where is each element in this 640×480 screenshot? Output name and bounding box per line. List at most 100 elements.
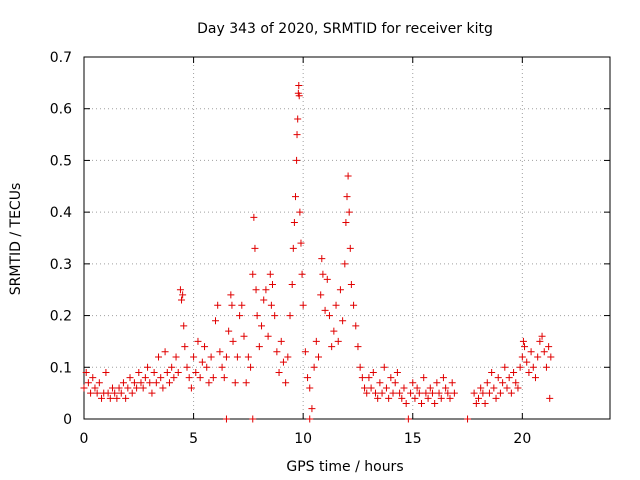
data-point — [119, 379, 127, 387]
x-tick-label: 15 — [404, 431, 422, 447]
data-point — [104, 389, 112, 397]
data-point — [98, 394, 106, 402]
data-point — [238, 301, 246, 309]
data-point — [352, 322, 360, 330]
data-point — [89, 374, 97, 382]
data-point — [317, 291, 325, 299]
data-point — [356, 363, 364, 371]
data-point — [288, 281, 296, 289]
data-point — [371, 389, 379, 397]
data-point — [344, 172, 352, 180]
data-point — [529, 363, 537, 371]
data-point — [144, 363, 152, 371]
data-point — [135, 368, 143, 376]
data-point — [475, 394, 482, 402]
data-point — [418, 399, 426, 407]
data-point — [122, 394, 130, 402]
data-point — [470, 389, 478, 397]
data-point — [304, 374, 312, 382]
data-point — [501, 363, 509, 371]
data-point — [396, 389, 404, 397]
data-point — [148, 389, 156, 397]
data-point — [209, 374, 217, 382]
data-point — [231, 379, 239, 387]
data-point — [249, 415, 257, 423]
data-point — [289, 244, 297, 252]
data-point — [228, 301, 236, 309]
y-tick-label: 0 — [63, 412, 72, 428]
x-tick-label: 0 — [80, 431, 89, 447]
data-point — [192, 368, 200, 376]
data-point — [347, 281, 355, 289]
data-point — [346, 244, 354, 252]
data-point — [180, 322, 188, 330]
data-point — [185, 374, 193, 382]
data-point — [358, 374, 366, 382]
y-tick-label: 0.6 — [50, 102, 72, 118]
data-point — [247, 363, 255, 371]
data-point — [252, 286, 260, 294]
data-point — [294, 115, 302, 123]
data-point — [363, 389, 371, 397]
data-point — [128, 389, 136, 397]
data-point — [229, 337, 237, 345]
data-point — [194, 337, 202, 345]
data-point — [293, 156, 301, 164]
data-point — [542, 363, 550, 371]
data-point — [196, 374, 204, 382]
data-point — [181, 343, 189, 351]
data-point — [295, 81, 303, 89]
data-point — [328, 343, 336, 351]
data-point — [404, 415, 412, 423]
data-point — [220, 374, 228, 382]
data-point — [297, 239, 305, 247]
y-axis-label: SRMTID / TECUs — [8, 183, 24, 296]
y-tick-label: 0.5 — [50, 153, 72, 169]
data-point — [286, 312, 294, 320]
data-point — [391, 379, 399, 387]
data-point — [334, 337, 342, 345]
data-point — [365, 374, 373, 382]
data-point — [273, 348, 281, 356]
data-point — [233, 353, 241, 361]
data-point — [378, 389, 386, 397]
data-point — [159, 384, 167, 392]
data-point — [266, 270, 274, 278]
data-point — [477, 384, 485, 392]
data-point — [178, 296, 186, 304]
chart-title: Day 343 of 2020, SRMTID for receiver kit… — [197, 21, 493, 37]
data-point — [190, 353, 198, 361]
data-point — [341, 260, 349, 268]
data-point — [82, 368, 90, 376]
y-tick-label: 0.1 — [50, 360, 72, 376]
data-point — [187, 384, 195, 392]
data-point — [279, 358, 287, 366]
data-point — [93, 389, 101, 397]
data-point — [521, 343, 529, 351]
data-point — [431, 399, 439, 407]
data-point — [161, 348, 169, 356]
data-point — [207, 353, 215, 361]
data-point — [216, 348, 224, 356]
data-point — [260, 296, 268, 304]
data-point — [117, 389, 125, 397]
data-point — [306, 415, 314, 423]
data-point — [310, 363, 318, 371]
data-point — [275, 368, 283, 376]
data-point — [225, 327, 233, 335]
data-point — [301, 348, 309, 356]
data-point — [409, 379, 417, 387]
data-point — [321, 306, 329, 314]
data-point — [518, 353, 526, 361]
data-point — [415, 389, 423, 397]
data-point — [382, 384, 390, 392]
data-point — [323, 275, 331, 283]
data-point — [385, 394, 393, 402]
data-point — [282, 379, 290, 387]
data-point — [361, 384, 369, 392]
data-point — [315, 353, 323, 361]
data-point — [108, 384, 116, 392]
data-point — [295, 92, 303, 100]
data-point — [505, 374, 513, 382]
data-point — [124, 384, 132, 392]
